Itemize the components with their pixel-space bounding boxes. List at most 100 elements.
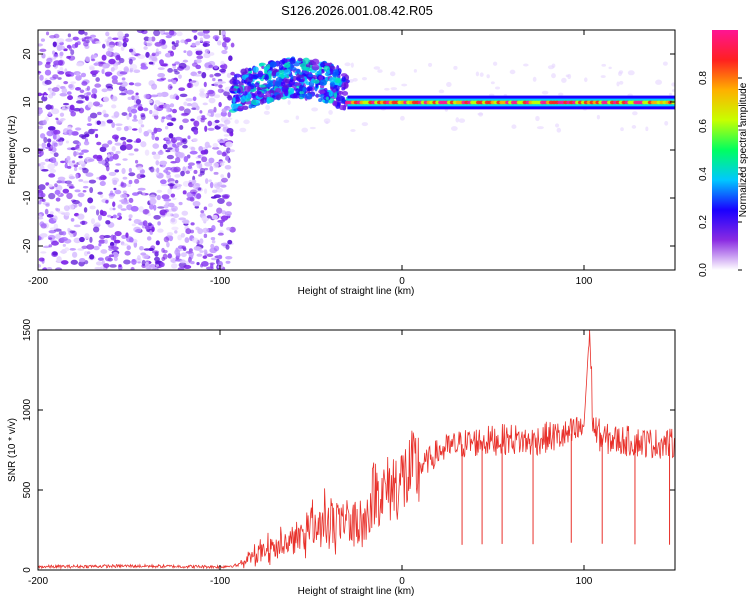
noise-blob	[64, 211, 70, 217]
noise-blob	[45, 104, 52, 110]
noise-blob	[121, 234, 127, 240]
noise-blob	[204, 178, 209, 185]
noise-blob	[86, 91, 92, 95]
noise-blob	[128, 82, 135, 86]
noise-blob	[101, 68, 105, 75]
signal-blob	[275, 87, 282, 93]
noise-blob	[184, 237, 190, 244]
noise-blob	[169, 103, 175, 108]
noise-blob	[163, 169, 169, 173]
noise-blob	[96, 141, 102, 146]
faint-blob	[453, 65, 458, 70]
signal-blob	[295, 88, 301, 94]
noise-blob	[203, 81, 207, 88]
noise-blob	[83, 250, 89, 257]
signal-blob	[234, 96, 240, 102]
noise-blob	[42, 119, 47, 126]
noise-blob	[167, 84, 173, 91]
noise-blob	[92, 154, 99, 159]
noise-blob	[210, 263, 214, 269]
signal-blob	[242, 91, 248, 96]
faint-blob	[551, 73, 556, 79]
noise-blob	[43, 267, 47, 270]
noise-blob	[49, 227, 57, 231]
noise-blob	[59, 51, 64, 57]
noise-blob	[146, 129, 153, 134]
noise-blob	[217, 88, 224, 94]
noise-blob	[116, 126, 122, 131]
signal-blob	[318, 75, 324, 81]
noise-blob	[211, 214, 219, 220]
noise-blob	[38, 200, 42, 205]
signal-blob	[269, 89, 275, 93]
noise-blob	[130, 105, 137, 110]
noise-blob	[101, 143, 109, 148]
noise-blob	[38, 70, 42, 74]
noise-blob	[97, 257, 104, 261]
signal-blob	[265, 84, 271, 88]
noise-blob	[191, 237, 199, 243]
noise-blob	[61, 248, 66, 255]
noise-blob	[89, 205, 96, 210]
noise-blob	[191, 42, 196, 47]
noise-blob	[230, 71, 235, 76]
noise-blob	[163, 236, 170, 243]
noise-blob	[226, 117, 233, 121]
noise-blob	[199, 110, 203, 114]
noise-blob	[227, 94, 233, 101]
noise-blob	[68, 84, 73, 89]
noise-blob	[79, 258, 86, 263]
signal-blob	[268, 72, 272, 79]
noise-blob	[147, 212, 151, 216]
noise-blob	[143, 107, 149, 112]
signal-blob	[340, 73, 348, 77]
faint-blob	[535, 115, 540, 122]
noise-blob	[219, 221, 224, 227]
noise-blob	[72, 251, 78, 258]
faint-blob	[479, 72, 484, 77]
noise-blob	[103, 235, 111, 239]
noise-blob	[196, 253, 203, 257]
noise-blob	[204, 188, 208, 194]
noise-blob	[54, 267, 63, 270]
noise-blob	[88, 179, 97, 184]
noise-blob	[212, 146, 220, 150]
noise-blob	[177, 234, 182, 241]
noise-blob	[174, 71, 180, 75]
noise-blob	[170, 217, 176, 223]
noise-blob	[75, 87, 82, 91]
faint-blob	[558, 92, 564, 96]
noise-blob	[154, 266, 158, 270]
snr-x-tick-label: 0	[399, 576, 405, 587]
noise-blob	[182, 180, 190, 187]
noise-blob	[45, 116, 49, 122]
noise-blob	[111, 104, 117, 109]
noise-blob	[207, 120, 213, 127]
noise-blob	[139, 169, 145, 174]
signal-blob	[341, 75, 346, 82]
noise-blob	[152, 143, 160, 149]
noise-blob	[164, 212, 173, 217]
noise-blob	[86, 251, 91, 255]
signal-blob	[318, 89, 326, 94]
noise-blob	[157, 228, 164, 233]
noise-blob	[99, 180, 106, 187]
noise-blob	[98, 239, 106, 244]
noise-blob	[148, 247, 155, 252]
noise-blob	[52, 41, 57, 48]
signal-blob	[332, 100, 338, 107]
noise-blob	[52, 251, 58, 256]
signal-blob	[272, 68, 278, 73]
noise-blob	[196, 58, 202, 64]
noise-blob	[207, 108, 215, 114]
noise-blob	[225, 260, 231, 264]
signal-blob	[266, 64, 271, 69]
faint-blob	[455, 117, 460, 123]
faint-blob	[618, 70, 624, 74]
noise-blob	[38, 60, 43, 66]
faint-blob	[377, 69, 383, 73]
noise-blob	[185, 228, 192, 235]
noise-blob	[122, 158, 128, 161]
faint-blob	[584, 77, 588, 83]
noise-blob	[106, 40, 110, 47]
